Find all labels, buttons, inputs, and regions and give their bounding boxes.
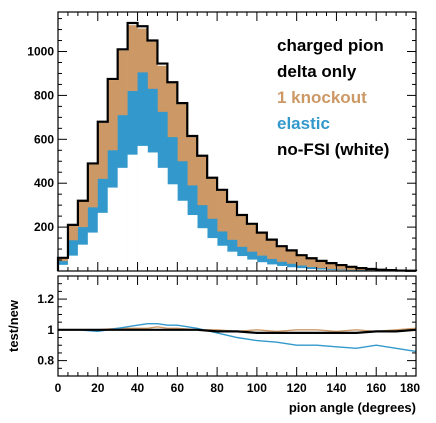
- bar-1-knockout-18: [237, 216, 248, 271]
- ratio-line-1-knockout: [58, 326, 417, 333]
- bar-1-knockout-26: [316, 261, 327, 271]
- top-y-tick-label-400: 400: [34, 176, 54, 190]
- bar-no-fsi-white--6: [117, 167, 128, 271]
- legend-entry-0: charged pion: [277, 36, 384, 55]
- x-tick-label-60: 60: [171, 381, 185, 395]
- ratio-y-tick-label-1: 1: [47, 323, 54, 337]
- bar-1-knockout-25: [306, 258, 317, 271]
- bar-no-fsi-white--1: [67, 255, 79, 271]
- bar-no-fsi-white--14: [197, 228, 208, 271]
- ratio-y-axis: 0.8 1 1.2: [37, 283, 416, 369]
- bar-no-fsi-white--13: [187, 215, 198, 271]
- bar-no-fsi-white--10: [157, 167, 168, 271]
- ratio-panel: 0.8 1 1.2 0 20 40 60 80 100 120 140 160 180 test/ne…: [6, 275, 420, 415]
- legend-entry-1: delta only: [277, 62, 357, 81]
- bar-1-knockout-28: [336, 265, 347, 271]
- x-tick-label-80: 80: [210, 381, 224, 395]
- x-tick-label-0: 0: [55, 381, 62, 395]
- x-tick-label-160: 160: [366, 381, 386, 395]
- bar-1-knockout-19: [246, 224, 258, 271]
- bar-no-fsi-white--0: [58, 264, 69, 271]
- ratio-line-elastic: [58, 323, 417, 353]
- bar-no-fsi-white--5: [107, 187, 118, 271]
- bar-no-fsi-white--7: [127, 154, 138, 271]
- bar-no-fsi-white--24: [296, 268, 307, 271]
- x-tick-label-40: 40: [131, 381, 145, 395]
- bar-1-knockout-20: [256, 233, 268, 271]
- bar-no-fsi-white--9: [147, 152, 158, 271]
- bar-no-fsi-white--21: [266, 264, 278, 271]
- bar-1-knockout-24: [296, 255, 307, 271]
- top-panel: 200 400 600 800 1000 charged pion delta only 1…: [27, 11, 418, 272]
- bar-no-fsi-white--16: [217, 245, 228, 271]
- legend: charged pion delta only 1 knockout elastic n…: [277, 36, 389, 159]
- top-y-axis: 200 400 600 800 1000: [27, 18, 416, 261]
- legend-entry-3: elastic: [277, 114, 330, 133]
- top-y-tick-label-800: 800: [34, 88, 54, 102]
- bar-no-fsi-white--3: [87, 232, 99, 271]
- x-tick-label-120: 120: [287, 381, 307, 395]
- bar-no-fsi-white--2: [77, 244, 89, 271]
- bar-no-fsi-white--20: [256, 262, 268, 271]
- ratio-plot-frame: [57, 275, 417, 377]
- legend-entry-2: 1 knockout: [277, 88, 367, 107]
- x-tick-label-20: 20: [91, 381, 105, 395]
- ratio-line-charged-pion: [58, 328, 417, 334]
- bar-no-fsi-white--8: [137, 145, 148, 271]
- ratio-y-axis-label: test/new: [6, 299, 21, 352]
- top-x-ticks: [57, 12, 417, 271]
- top-y-tick-label-600: 600: [34, 132, 54, 146]
- bar-no-fsi-white--15: [207, 238, 218, 271]
- bar-no-fsi-white--12: [177, 200, 188, 271]
- bar-1-knockout-30: [356, 268, 367, 271]
- bar-no-fsi-white--26: [316, 269, 327, 271]
- bar-1-knockout-29: [346, 267, 357, 271]
- bar-1-knockout-22: [276, 246, 288, 271]
- ratio-x-axis: 0 20 40 60 80 100 120 140 160 180: [55, 276, 420, 395]
- bar-1-knockout-21: [266, 240, 278, 271]
- bar-no-fsi-white--22: [276, 265, 288, 271]
- x-tick-label-180: 180: [400, 381, 420, 395]
- histogram-fills: [58, 25, 417, 272]
- ratio-y-tick-label-1.2: 1.2: [37, 292, 54, 306]
- ratio-y-tick-label-0.8: 0.8: [37, 354, 54, 368]
- x-axis-label: pion angle (degrees): [289, 400, 416, 415]
- top-y-tick-label-200: 200: [34, 220, 54, 234]
- bar-no-fsi-white--25: [306, 269, 317, 271]
- legend-entry-4: no-FSI (white): [277, 140, 389, 159]
- bar-no-fsi-white--11: [167, 184, 178, 271]
- x-tick-label-140: 140: [326, 381, 346, 395]
- bar-1-knockout-23: [286, 250, 297, 271]
- top-y-tick-label-1000: 1000: [27, 45, 54, 59]
- bar-1-knockout-16: [217, 190, 228, 271]
- x-tick-label-100: 100: [247, 381, 267, 395]
- bar-no-fsi-white--17: [227, 251, 238, 271]
- bar-no-fsi-white--18: [237, 256, 248, 271]
- bar-no-fsi-white--4: [97, 212, 109, 271]
- bar-no-fsi-white--19: [246, 259, 258, 271]
- ratio-lines: [58, 323, 417, 353]
- bar-1-knockout-27: [326, 263, 337, 271]
- bar-no-fsi-white--23: [286, 267, 297, 271]
- bar-1-knockout-17: [227, 202, 238, 271]
